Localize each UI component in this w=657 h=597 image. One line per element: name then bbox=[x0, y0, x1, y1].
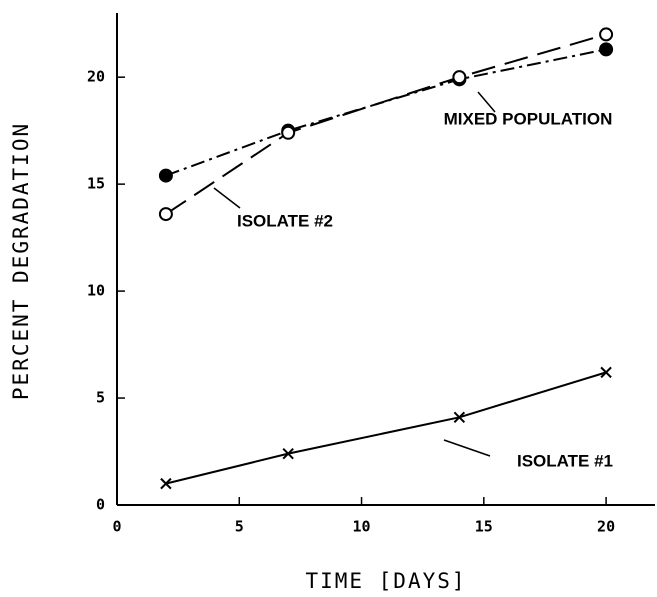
series-label: ISOLATE #2 bbox=[237, 211, 333, 230]
leader-line bbox=[443, 439, 491, 457]
y-tick-label: 20 bbox=[87, 68, 105, 86]
x-tick-label: 0 bbox=[112, 518, 121, 536]
x-axis-label: TIME [DAYS] bbox=[305, 569, 466, 593]
marker bbox=[599, 27, 614, 42]
marker bbox=[599, 42, 614, 57]
y-tick-label: 0 bbox=[96, 496, 105, 514]
series-line bbox=[165, 371, 607, 485]
marker bbox=[281, 125, 296, 140]
marker bbox=[600, 366, 612, 379]
x-tick-label: 5 bbox=[235, 518, 244, 536]
marker bbox=[453, 411, 466, 424]
series-line bbox=[165, 48, 607, 177]
x-tick-label: 10 bbox=[353, 518, 371, 536]
y-tick-label: 5 bbox=[96, 389, 105, 407]
y-tick-label: 10 bbox=[87, 282, 105, 300]
series-line bbox=[165, 33, 607, 215]
marker bbox=[160, 477, 172, 490]
series-label: ISOLATE #1 bbox=[517, 451, 613, 470]
marker bbox=[452, 70, 467, 85]
marker bbox=[158, 207, 173, 222]
x-tick-label: 15 bbox=[475, 518, 493, 536]
marker bbox=[158, 168, 173, 183]
x-tick-label: 20 bbox=[597, 518, 615, 536]
series-label: MIXED POPULATION bbox=[444, 109, 613, 128]
marker bbox=[282, 447, 294, 460]
leader-line bbox=[477, 91, 496, 113]
y-tick-label: 15 bbox=[87, 175, 105, 193]
y-axis-label: PERCENT DEGRADATION bbox=[9, 122, 33, 400]
leader-line bbox=[213, 187, 241, 209]
